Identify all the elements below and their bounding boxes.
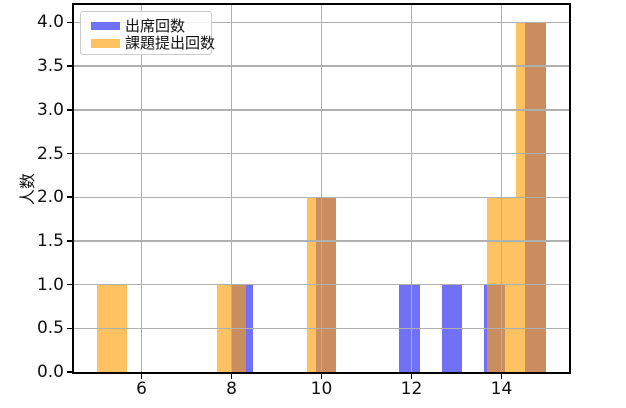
legend-entry-attendance: 出席回数 <box>91 17 211 35</box>
gridline-x-10 <box>320 5 323 372</box>
x-tick-label-10: 10 <box>310 379 333 399</box>
x-tick-mark-12 <box>410 374 413 379</box>
x-tick-label-12: 12 <box>400 379 423 399</box>
y-axis-label: 人数 <box>18 172 37 206</box>
y-tick-label-2.0: 2.0 <box>36 187 64 208</box>
x-tick-label-8: 8 <box>226 379 237 399</box>
y-tick-mark-4.0 <box>67 21 72 24</box>
legend-label-attendance: 出席回数 <box>125 16 186 35</box>
y-tick-mark-1.0 <box>67 283 72 286</box>
y-tick-label-0.0: 0.0 <box>36 362 64 382</box>
y-tick-mark-0.5 <box>67 327 72 330</box>
legend-swatch-attendance <box>91 21 120 30</box>
gridline-x-14 <box>500 5 503 372</box>
gridline-x-8 <box>230 5 233 372</box>
x-tick-label-6: 6 <box>136 379 147 399</box>
x-tick-label-14: 14 <box>490 379 513 399</box>
x-tick-mark-10 <box>320 374 323 379</box>
y-tick-label-1.0: 1.0 <box>36 274 64 295</box>
y-tick-label-3.5: 3.5 <box>36 56 64 77</box>
legend-swatch-homework <box>91 39 120 48</box>
x-tick-mark-6 <box>140 374 143 379</box>
y-tick-mark-3.0 <box>67 109 72 111</box>
y-tick-mark-2.5 <box>67 152 72 155</box>
legend: 出席回数 課題提出回数 <box>80 11 215 55</box>
x-tick-mark-8 <box>230 374 233 379</box>
legend-entry-homework: 課題提出回数 <box>91 35 215 53</box>
y-tick-label-4.0: 4.0 <box>36 12 64 33</box>
x-tick-mark-14 <box>500 374 503 379</box>
plot-area <box>74 5 569 372</box>
gridline-x-12 <box>410 5 413 372</box>
y-tick-label-2.5: 2.5 <box>36 143 64 164</box>
y-tick-mark-0.0 <box>67 371 72 373</box>
y-tick-label-1.5: 1.5 <box>36 230 64 251</box>
gridline-x-6 <box>140 5 143 372</box>
y-tick-mark-2.0 <box>67 196 72 199</box>
y-tick-mark-3.5 <box>67 65 72 67</box>
y-tick-mark-1.5 <box>67 240 72 242</box>
legend-label-homework: 課題提出回数 <box>125 34 216 53</box>
y-tick-label-3.0: 3.0 <box>36 99 64 120</box>
y-tick-label-0.5: 0.5 <box>36 318 64 339</box>
